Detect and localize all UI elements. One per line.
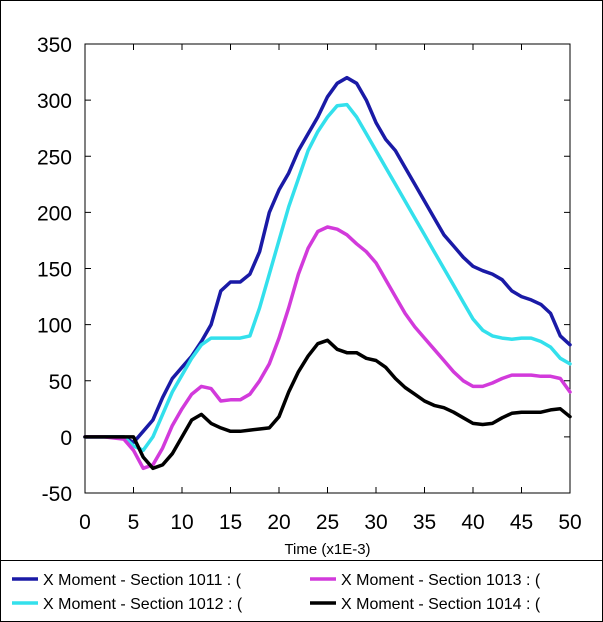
y-tick-label: 100 xyxy=(37,315,72,338)
x-tick-label: 20 xyxy=(267,511,290,534)
x-tick-label: 15 xyxy=(219,511,242,534)
x-tick-label: 10 xyxy=(170,511,193,534)
y-tick-label: 250 xyxy=(37,146,72,169)
y-tick-label: 0 xyxy=(60,427,72,450)
y-tick-label: 150 xyxy=(37,259,72,282)
ticks-layer: 0 5 10 15 20 25 30 35 40 45 50 -50 0 50 100 150 200 250 30… xyxy=(37,34,582,534)
series-line-4 xyxy=(83,338,572,471)
series-line-2 xyxy=(83,102,572,453)
x-tick-label: 5 xyxy=(128,511,140,534)
x-axis-title: Time (x1E-3) xyxy=(284,541,370,558)
legend-label-3: X Moment - Section 1013 : ( xyxy=(341,572,541,589)
x-tick-label: 45 xyxy=(510,511,533,534)
y-tick-label: 200 xyxy=(37,202,72,225)
legend-label-4: X Moment - Section 1014 : ( xyxy=(341,596,541,613)
legend-label-1: X Moment - Section 1011 : ( xyxy=(43,572,242,589)
y-tick-label: 350 xyxy=(37,34,72,57)
x-tick-label: 35 xyxy=(413,511,436,534)
x-tick-label: 0 xyxy=(79,511,91,534)
x-tick-label: 50 xyxy=(558,511,581,534)
legend-label-2: X Moment - Section 1012 : ( xyxy=(43,596,243,613)
series-layer xyxy=(83,75,572,471)
series-line-1 xyxy=(83,75,572,445)
series-line-3 xyxy=(83,225,572,471)
y-tick-label: -50 xyxy=(42,483,72,506)
legend: X Moment - Section 1011 : ( X Moment - Se… xyxy=(12,572,541,613)
y-tick-label: 50 xyxy=(49,371,72,394)
y-tick-label: 300 xyxy=(37,90,72,113)
x-tick-label: 30 xyxy=(364,511,387,534)
x-tick-label: 25 xyxy=(316,511,339,534)
x-tick-label: 40 xyxy=(461,511,484,534)
